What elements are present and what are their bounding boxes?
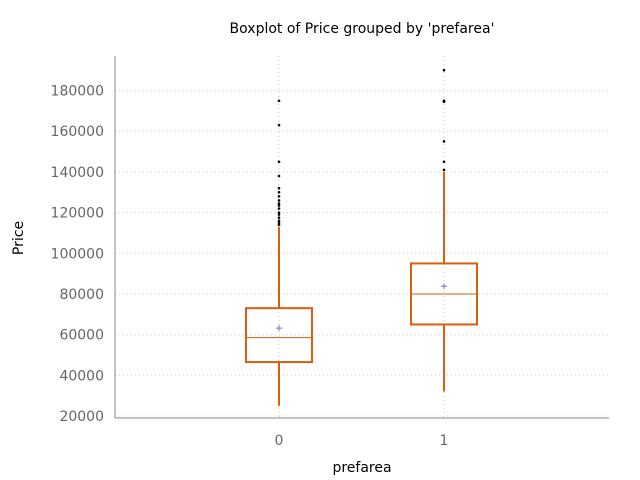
- chart-title: Boxplot of Price grouped by 'prefarea': [230, 21, 495, 37]
- outlier-point: [442, 160, 446, 164]
- outlier-point: [277, 204, 281, 207]
- outlier-point: [277, 211, 281, 214]
- y-tick-label: 40000: [59, 368, 104, 384]
- outlier-point: [277, 221, 281, 225]
- y-tick-label: 160000: [51, 124, 104, 140]
- outlier-point: [277, 123, 281, 127]
- outlier-point: [277, 195, 281, 198]
- x-axis-label: prefarea: [332, 460, 391, 476]
- outlier-point: [277, 207, 281, 210]
- axes-spines: [114, 56, 609, 419]
- x-tick-label: 1: [440, 433, 449, 449]
- y-tick-label: 80000: [59, 287, 104, 303]
- outlier-point: [277, 99, 281, 103]
- x-tick-label: 0: [275, 433, 284, 449]
- outlier-point: [277, 216, 281, 219]
- y-tick-label: 60000: [59, 328, 104, 344]
- outlier-point: [277, 186, 281, 190]
- outlier-point: [277, 213, 281, 216]
- y-tick-label: 180000: [51, 84, 104, 100]
- iqr-box: [245, 307, 313, 364]
- y-tick-label: 140000: [51, 165, 104, 181]
- box-group: [245, 99, 313, 406]
- box-group: [410, 68, 478, 392]
- outlier-point: [277, 223, 281, 227]
- outlier-point: [277, 174, 281, 178]
- outlier-point: [442, 140, 446, 143]
- grid-lines: [115, 56, 609, 418]
- outlier-point: [277, 190, 281, 194]
- outlier-point: [277, 199, 281, 202]
- boxes: [245, 68, 478, 406]
- outlier-point: [442, 99, 446, 103]
- outlier-point: [442, 68, 446, 72]
- outlier-point: [277, 160, 281, 164]
- outlier-point: [277, 219, 281, 223]
- outlier-point: [277, 202, 281, 205]
- outlier-point: [442, 168, 446, 172]
- tick-labels: 20000 40000 60000 80000 100000 120000 140000 16…: [51, 84, 449, 449]
- y-axis-label: Price: [11, 221, 27, 255]
- y-tick-label: 20000: [59, 409, 104, 425]
- y-tick-label: 100000: [51, 246, 104, 262]
- y-tick-label: 120000: [51, 206, 104, 222]
